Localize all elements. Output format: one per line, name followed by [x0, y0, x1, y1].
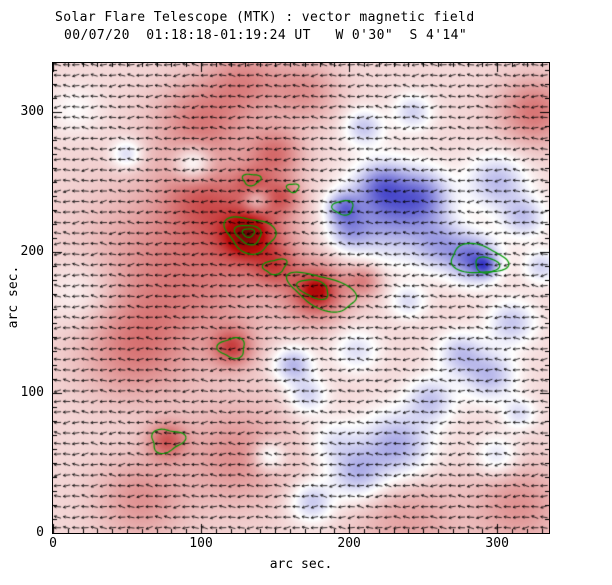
y-tick-label: 200	[20, 244, 44, 260]
x-tick-label: 100	[189, 536, 213, 551]
figure-title: Solar Flare Telescope (MTK) : vector mag…	[55, 10, 475, 25]
x-tick-label: 200	[337, 536, 361, 551]
y-tick-label: 0	[36, 525, 44, 540]
y-tick-label: 300	[20, 104, 44, 120]
y-axis-label: arc sec.	[6, 265, 21, 329]
figure-subtitle: 00/07/20 01:18:18-01:19:24 UT W 0'30" S …	[64, 28, 468, 43]
x-tick-label: 300	[485, 536, 509, 551]
y-axis-tick-labels: 0 100 200 300	[0, 63, 48, 540]
x-tick-label: 0	[49, 536, 57, 551]
magnetogram-canvas	[52, 62, 550, 534]
y-tick-label: 100	[20, 384, 44, 400]
x-axis-label: arc sec.	[269, 557, 333, 572]
x-axis-tick-labels: 0 100 200 300	[49, 536, 549, 552]
